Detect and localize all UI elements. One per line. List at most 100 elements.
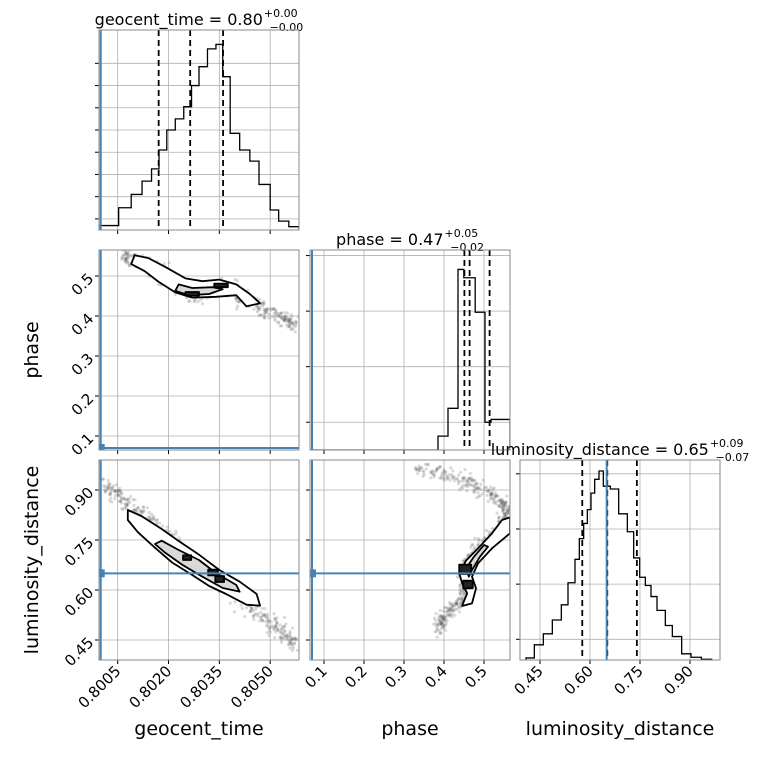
sample-point	[285, 634, 289, 638]
sample-point	[464, 483, 468, 487]
sample-point	[432, 475, 436, 479]
sample-point	[292, 641, 297, 645]
sample-point	[442, 616, 446, 620]
sample-point	[504, 501, 508, 505]
sample-point	[432, 472, 436, 477]
sample-point	[421, 470, 426, 474]
sample-point	[125, 503, 129, 507]
sample-point	[477, 486, 481, 490]
sample-point	[473, 481, 477, 486]
sample-point	[501, 507, 506, 512]
sample-point	[501, 500, 505, 504]
sample-point	[499, 501, 503, 505]
sample-point	[165, 525, 169, 529]
sample-point	[279, 632, 283, 636]
sample-point	[109, 496, 113, 500]
sample-point	[273, 314, 277, 318]
ylabel-phase: phase	[21, 321, 43, 378]
sample-point	[280, 627, 284, 631]
sample-point	[482, 488, 487, 492]
sample-point	[439, 621, 443, 626]
sample-point	[433, 630, 437, 634]
sample-point	[505, 510, 510, 515]
sample-point	[418, 466, 422, 470]
sample-point	[491, 499, 496, 503]
sample-point	[255, 310, 260, 314]
sample-point	[502, 511, 506, 516]
sample-point	[123, 252, 127, 257]
sample-point	[442, 615, 446, 619]
sample-point	[470, 543, 474, 547]
sample-point	[279, 636, 283, 640]
sample-point	[462, 591, 466, 595]
sample-point	[285, 311, 290, 315]
sample-point	[472, 489, 476, 494]
sample-point	[124, 504, 128, 509]
sample-point	[448, 613, 452, 617]
sample-point	[423, 462, 428, 466]
sample-point	[258, 307, 262, 311]
sample-point	[455, 598, 459, 603]
sample-point	[119, 501, 123, 505]
sample-point	[505, 511, 509, 515]
sample-point	[294, 319, 298, 323]
sample-point	[503, 511, 507, 515]
sample-point	[263, 613, 267, 617]
sample-point	[267, 312, 271, 317]
sample-point	[448, 602, 452, 606]
sample-point	[452, 474, 456, 479]
sample-point	[502, 503, 506, 507]
sample-point	[274, 311, 278, 315]
sample-point	[261, 619, 265, 623]
sample-point	[108, 499, 112, 503]
sample-point	[443, 615, 447, 619]
sample-point	[432, 616, 437, 620]
sample-point	[110, 486, 115, 490]
sample-point	[126, 253, 130, 257]
sample-point	[431, 469, 435, 473]
sample-point	[497, 505, 502, 509]
sample-point	[272, 307, 276, 311]
sample-point	[283, 317, 287, 322]
sample-point	[446, 475, 450, 480]
sample-point	[443, 605, 447, 610]
panel-phase-vs-luminosity_distance: 0.1 0.2 0.3 0.4 0.5	[301, 459, 511, 692]
sample-point	[453, 613, 457, 617]
title-geocent_time: geocent_time = 0.80+0.00 −0.00	[95, 7, 304, 34]
sample-point	[106, 486, 110, 490]
ytick-label: 0.3	[68, 350, 98, 380]
sample-point	[447, 608, 451, 613]
sample-point	[113, 489, 117, 493]
sample-point	[457, 604, 462, 608]
sample-point	[286, 633, 290, 637]
sample-point	[472, 545, 476, 550]
sample-point	[498, 503, 502, 507]
sample-point	[249, 606, 253, 611]
sample-point	[257, 305, 261, 309]
sample-point	[290, 320, 294, 325]
sample-point	[505, 512, 509, 517]
xtick-label: 0.4	[421, 662, 451, 692]
sample-point	[263, 311, 267, 315]
sample-point	[462, 476, 466, 480]
sample-point	[459, 590, 463, 594]
sample-point	[448, 614, 452, 618]
sample-point	[434, 468, 439, 473]
sample-point	[265, 624, 269, 628]
sample-point	[264, 308, 268, 313]
sample-point	[136, 505, 140, 510]
sample-point	[503, 500, 507, 504]
sample-point	[119, 497, 123, 501]
sample-point	[443, 618, 447, 622]
sample-point	[260, 618, 265, 622]
sample-point	[293, 324, 297, 328]
sample-point	[452, 605, 456, 609]
sample-point	[440, 620, 444, 624]
sample-point	[479, 482, 483, 486]
sample-point	[261, 304, 265, 308]
sample-point	[260, 606, 264, 610]
sample-point	[459, 593, 463, 597]
sample-point	[453, 476, 457, 480]
sample-point	[450, 615, 454, 619]
ytick-label: 0.75	[61, 534, 97, 570]
